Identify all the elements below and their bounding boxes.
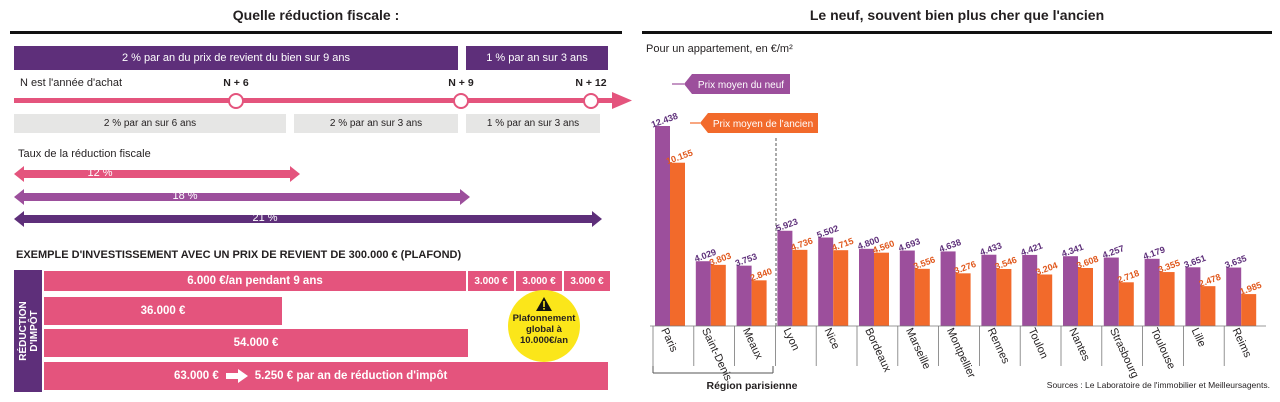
category-2: Meaux <box>740 326 765 361</box>
period-box-last-3-years: 1 % par an sur 3 ans <box>466 114 600 133</box>
arrow-right-icon <box>225 369 248 383</box>
side-label-line-1: RÉDUCTION <box>16 301 29 360</box>
bar-old-4 <box>833 250 849 326</box>
category-6: Marseille <box>903 326 932 371</box>
category-5: Bordeaux <box>862 326 893 374</box>
category-10: Nantes <box>1066 326 1092 363</box>
rate-title: Taux de la réduction fiscale <box>18 148 151 160</box>
bar-old-2 <box>751 280 767 326</box>
timeline-arrow <box>14 92 632 109</box>
bar-old-1 <box>710 264 726 326</box>
side-label-box: RÉDUCTION D'IMPÔT <box>14 270 42 392</box>
bar-old-14 <box>1241 294 1257 326</box>
band-9-years: 2 % par an du prix de revient du bien su… <box>14 46 458 70</box>
cap-badge: Plafonnement global à 10.000€/an <box>508 290 580 362</box>
cap-text-line-1: Plafonnement <box>512 313 576 324</box>
row-annual-reduction: 6.000 €/an pendant 9 ans <box>44 271 466 291</box>
bar-new-9 <box>1022 254 1038 326</box>
bar-old-11 <box>1118 282 1134 326</box>
rate-12: 12 % <box>87 167 113 179</box>
category-7: Montpellier <box>944 326 978 380</box>
source-note: Sources : Le Laboratoire de l'immobilier… <box>1047 380 1270 390</box>
band-3-years: 1 % par an sur 3 ans <box>466 46 608 70</box>
period-box-6-years: 2 % par an sur 6 ans <box>14 114 286 133</box>
right-title-rule <box>642 31 1272 34</box>
category-13: Lille <box>1189 326 1208 349</box>
annual-reduction-text: 5.250 € par an de réduction d'impôt <box>254 370 448 382</box>
bar-new-3 <box>777 230 793 326</box>
category-12: Toulouse <box>1148 326 1177 371</box>
bar-old-5 <box>874 252 889 326</box>
category-14: Reims <box>1229 326 1253 360</box>
bar-new-13 <box>1185 267 1201 326</box>
bar-new-5 <box>859 248 874 326</box>
segment-year-10: 3.000 € <box>466 271 514 291</box>
milestone-n6: N + 6 <box>223 77 249 89</box>
segment-year-12: 3.000 € <box>562 271 610 291</box>
left-title: Quelle réduction fiscale : <box>232 7 400 23</box>
bar-old-13 <box>1200 286 1216 326</box>
milestone-n9: N + 9 <box>448 77 474 89</box>
bar-old-6 <box>914 268 930 326</box>
rate-arrows <box>14 166 602 227</box>
region-label: Région parisienne <box>706 380 797 392</box>
timeline-marker-n9 <box>453 93 469 109</box>
bar-old-9 <box>1037 274 1053 326</box>
bar-new-8 <box>981 254 997 326</box>
category-8: Rennes <box>985 326 1012 366</box>
side-label-line-2: D'IMPÔT <box>27 310 40 351</box>
category-4: Nice <box>821 326 841 351</box>
total-amount: 63.000 € <box>174 370 219 382</box>
timeline-marker-n6 <box>228 93 244 109</box>
legend-new-flag <box>684 74 790 94</box>
rate-21: 21 % <box>252 212 278 224</box>
segment-year-11: 3.000 € <box>514 271 562 291</box>
bar-new-7 <box>940 251 956 326</box>
category-1: Saint-Denis <box>699 326 734 383</box>
bar-new-14 <box>1226 267 1242 326</box>
category-11: Strasbourg <box>1107 326 1141 380</box>
row-6-years-total: 36.000 € <box>44 297 282 325</box>
bar-old-7 <box>955 273 971 326</box>
cap-text-line-3: 10.000€/an <box>519 335 569 346</box>
row-9-years-total: 54.000 € <box>44 329 468 357</box>
bar-new-1 <box>695 261 711 326</box>
right-title: Le neuf, souvent bien plus cher que l'an… <box>809 7 1105 23</box>
bar-new-10 <box>1063 256 1078 326</box>
bar-new-0 <box>655 126 670 326</box>
row-12-years-total: 63.000 € 5.250 € par an de réduction d'i… <box>44 362 608 390</box>
bar-new-6 <box>899 250 915 326</box>
bar-old-8 <box>996 268 1012 326</box>
category-3: Lyon <box>781 326 802 352</box>
bar-new-11 <box>1103 257 1119 326</box>
category-9: Toulon <box>1025 326 1050 360</box>
bar-old-12 <box>1159 272 1175 326</box>
left-title-rule <box>10 31 622 34</box>
milestone-n12: N + 12 <box>575 77 607 89</box>
rate-18: 18 % <box>172 190 198 202</box>
legend-new-label: Prix moyen du neuf <box>698 80 784 91</box>
bar-old-3 <box>792 249 808 326</box>
cap-text-line-2: global à <box>526 324 562 335</box>
bar-old-10 <box>1078 267 1093 326</box>
chart-subtitle: Pour un appartement, en €/m² <box>646 43 793 55</box>
example-title: EXEMPLE D'INVESTISSEMENT AVEC UN PRIX DE… <box>16 249 462 261</box>
legend-old-flag <box>700 113 818 133</box>
legend-old-label: Prix moyen de l'ancien <box>713 119 813 130</box>
timeline-marker-n12 <box>583 93 599 109</box>
bar-old-0 <box>670 162 685 326</box>
period-box-3-years: 2 % par an sur 3 ans <box>294 114 458 133</box>
bar-new-2 <box>736 265 752 326</box>
warning-icon <box>536 297 552 311</box>
bar-new-4 <box>818 237 834 326</box>
category-0: Paris <box>658 326 680 354</box>
year-label: N est l'année d'achat <box>20 77 123 89</box>
bar-new-12 <box>1144 258 1160 326</box>
